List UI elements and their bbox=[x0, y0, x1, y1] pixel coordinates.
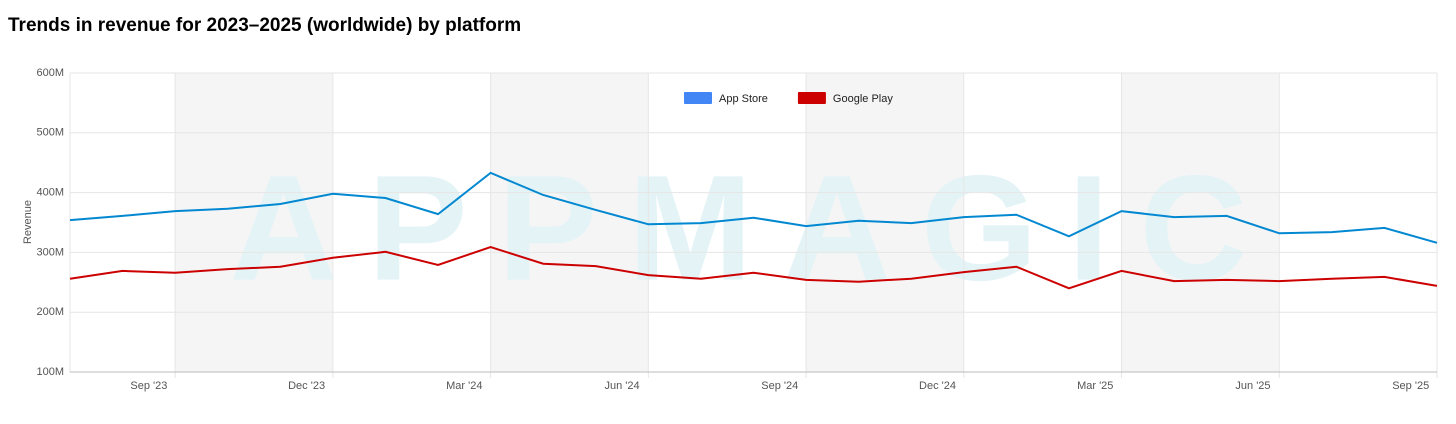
y-tick-label: 300M bbox=[36, 246, 64, 258]
chart-title: Trends in revenue for 2023–2025 (worldwi… bbox=[8, 15, 521, 36]
x-tick-label: Jun '25 bbox=[1235, 380, 1270, 392]
y-tick-label: 400M bbox=[36, 187, 64, 199]
y-tick-label: 600M bbox=[36, 67, 64, 79]
x-tick-label: Sep '25 bbox=[1392, 380, 1429, 392]
x-tick-label: Sep '24 bbox=[761, 380, 798, 392]
band bbox=[175, 73, 333, 372]
x-tick-label: Jun '24 bbox=[604, 380, 639, 392]
x-tick-label: Mar '24 bbox=[446, 380, 482, 392]
series-line bbox=[69, 171, 1438, 244]
legend-swatch bbox=[684, 92, 712, 104]
y-axis-label: Revenue bbox=[22, 200, 34, 244]
x-tick-label: Mar '25 bbox=[1077, 380, 1113, 392]
legend-label: App Store bbox=[719, 93, 768, 105]
x-tick-label: Dec '23 bbox=[288, 380, 325, 392]
legend-label: Google Play bbox=[833, 93, 893, 105]
y-tick-label: 100M bbox=[36, 366, 64, 378]
x-tick-label: Sep '23 bbox=[130, 380, 167, 392]
y-tick-label: 500M bbox=[36, 127, 64, 139]
band bbox=[1121, 73, 1280, 372]
watermark: APPMAGIC bbox=[229, 144, 1277, 312]
y-tick-label: 200M bbox=[36, 306, 64, 318]
legend-swatch bbox=[797, 92, 826, 104]
band bbox=[490, 73, 649, 372]
series-line bbox=[69, 245, 1438, 290]
x-tick-label: Dec '24 bbox=[919, 380, 956, 392]
